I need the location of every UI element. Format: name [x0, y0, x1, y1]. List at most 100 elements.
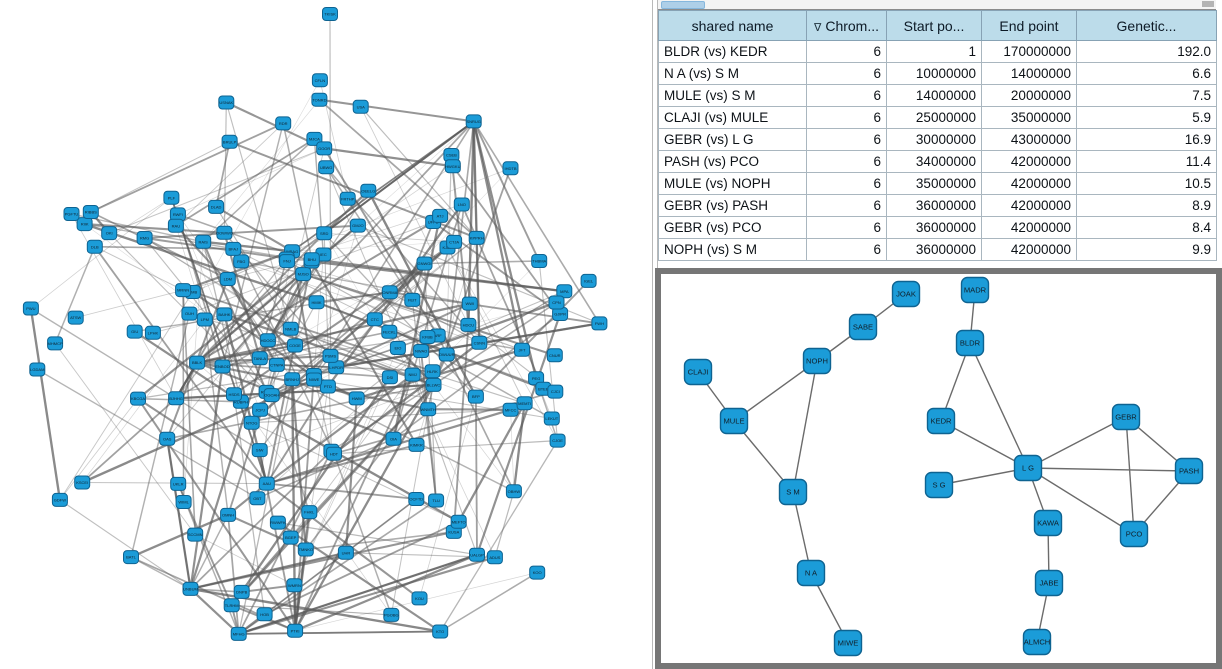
- network-node[interactable]: LPM: [196, 312, 213, 327]
- table-row[interactable]: MULE (vs) S M 6 14000000 20000000 7.5: [658, 84, 1217, 107]
- network-node[interactable]: MFHG: [230, 626, 247, 641]
- table-cell[interactable]: 11.4: [1076, 150, 1217, 173]
- network-node[interactable]: NIWE: [306, 372, 323, 387]
- table-cell[interactable]: PASH (vs) PCO: [658, 150, 807, 173]
- network-node-SM[interactable]: S M: [778, 478, 808, 506]
- network-node[interactable]: PGOBG: [383, 607, 400, 622]
- network-node[interactable]: TLRHM: [223, 598, 240, 613]
- network-node[interactable]: TLU: [428, 493, 445, 508]
- network-node[interactable]: HWGKU: [444, 159, 461, 174]
- network-node-MADR[interactable]: MADR: [960, 276, 990, 304]
- network-node[interactable]: ONRMA: [381, 285, 398, 300]
- network-node[interactable]: BLLWC: [425, 377, 442, 392]
- network-node[interactable]: KPPRH: [468, 230, 485, 245]
- network-node[interactable]: FNJ: [279, 254, 296, 269]
- network-node[interactable]: NWAO: [413, 344, 430, 358]
- network-node[interactable]: OEELG: [360, 183, 377, 198]
- network-node[interactable]: BBLK: [189, 355, 206, 370]
- network-node[interactable]: FWH: [591, 316, 608, 331]
- network-node[interactable]: HDCU: [460, 317, 477, 332]
- table-cell[interactable]: 6: [806, 238, 887, 261]
- network-node[interactable]: DLAD: [208, 199, 225, 214]
- network-node[interactable]: MFCC: [502, 402, 519, 417]
- network-node[interactable]: TONRD: [311, 92, 328, 107]
- network-node[interactable]: UBWG: [318, 160, 335, 175]
- network-node[interactable]: HWM: [348, 391, 365, 406]
- network-node[interactable]: CSNN: [471, 335, 488, 350]
- table-cell[interactable]: 30000000: [886, 128, 982, 151]
- table-cell[interactable]: 42000000: [981, 194, 1077, 217]
- network-edge-NOPH-MULE[interactable]: [733, 360, 818, 422]
- network-node[interactable]: PLF: [163, 190, 180, 205]
- column-header-start-po[interactable]: Start po...: [886, 10, 982, 41]
- network-node[interactable]: FHKL: [301, 505, 318, 520]
- network-edge-LG-PCO[interactable]: [1027, 467, 1135, 535]
- network-node[interactable]: AAU: [258, 476, 275, 491]
- network-node-PASH[interactable]: PASH: [1174, 457, 1204, 485]
- table-row[interactable]: PASH (vs) PCO 6 34000000 42000000 11.4: [658, 150, 1217, 173]
- network-node[interactable]: JCPJ: [252, 402, 269, 417]
- table-cell[interactable]: 6: [806, 150, 887, 173]
- table-cell[interactable]: NOPH (vs) S M: [658, 238, 807, 261]
- network-node[interactable]: HLRK: [424, 364, 441, 379]
- network-node[interactable]: SCCMN: [187, 527, 204, 542]
- table-cell[interactable]: 170000000: [981, 40, 1077, 63]
- table-row[interactable]: N A (vs) S M 6 10000000 14000000 6.6: [658, 62, 1217, 85]
- network-node[interactable]: MHMCP: [47, 336, 64, 351]
- network-node[interactable]: SNRUG: [465, 114, 482, 129]
- network-node[interactable]: KBCGA: [130, 391, 146, 406]
- network-node[interactable]: OCFTD: [408, 492, 425, 506]
- table-cell[interactable]: GEBR (vs) L G: [658, 128, 807, 151]
- table-cell[interactable]: 25000000: [886, 106, 982, 129]
- table-row[interactable]: GEBR (vs) PCO 6 36000000 42000000 8.4: [658, 216, 1217, 239]
- filtered-network-view[interactable]: JOAK SABE NOPH CLAJI MULE S M N A MIWE MADR BLDR K…: [655, 268, 1222, 669]
- network-node[interactable]: BFAJ: [225, 241, 242, 256]
- table-cell[interactable]: BLDR (vs) KEDR: [658, 40, 807, 63]
- network-node[interactable]: FEIT: [404, 292, 421, 307]
- table-row[interactable]: MULE (vs) NOPH 6 35000000 42000000 10.5: [658, 172, 1217, 195]
- table-cell[interactable]: N A (vs) S M: [658, 62, 807, 85]
- network-node[interactable]: GDFW: [51, 492, 68, 507]
- network-node[interactable]: HDOCC: [259, 333, 276, 348]
- table-cell[interactable]: 1: [886, 40, 982, 63]
- network-node[interactable]: OBT: [249, 491, 266, 506]
- network-node[interactable]: PGFTU: [63, 207, 80, 221]
- network-node[interactable]: PSMS: [322, 348, 339, 363]
- network-node[interactable]: LEKUT: [543, 411, 560, 426]
- network-node[interactable]: OGOAH: [263, 388, 280, 403]
- main-network-canvas[interactable]: TKISKRIIKSMBATSWBLLWCIGELKUSAPWUDSINREUK…: [0, 0, 652, 669]
- network-node[interactable]: RIBBS: [82, 205, 99, 219]
- network-node[interactable]: RAU: [167, 218, 184, 233]
- network-edge-SG-LG[interactable]: [938, 467, 1029, 486]
- network-node[interactable]: OUH: [181, 306, 198, 321]
- column-header-chrom[interactable]: ∇ Chrom...: [806, 10, 887, 41]
- network-node[interactable]: THBMA: [531, 254, 548, 268]
- network-node[interactable]: CJCI: [547, 384, 564, 399]
- network-node[interactable]: WNMTH: [420, 402, 437, 417]
- network-node[interactable]: RDR: [275, 116, 292, 131]
- table-row[interactable]: GEBR (vs) PASH 6 36000000 42000000 8.9: [658, 194, 1217, 217]
- table-cell[interactable]: 7.5: [1076, 84, 1217, 107]
- table-cell[interactable]: MULE (vs) S M: [658, 84, 807, 107]
- column-header-shared-name[interactable]: shared name: [658, 10, 807, 41]
- table-cell[interactable]: 36000000: [886, 194, 982, 217]
- network-node-NOPH[interactable]: NOPH: [802, 347, 832, 375]
- network-node[interactable]: UALGP: [469, 547, 485, 562]
- network-node[interactable]: KOU: [411, 591, 428, 606]
- table-cell[interactable]: 5.9: [1076, 106, 1217, 129]
- network-node[interactable]: ATJ: [432, 208, 449, 223]
- network-node[interactable]: LGDAM: [29, 362, 46, 377]
- table-cell[interactable]: GEBR (vs) PASH: [658, 194, 807, 217]
- main-network-view[interactable]: TKISKRIIKSMBATSWBLLWCIGELKUSAPWUDSINREUK…: [0, 0, 652, 669]
- network-edge-LG-PASH[interactable]: [1027, 467, 1190, 472]
- network-node[interactable]: DSI: [381, 370, 398, 385]
- network-node[interactable]: ADUS: [486, 550, 503, 565]
- network-node-PCO[interactable]: PCO: [1119, 520, 1149, 548]
- network-node[interactable]: RMG: [136, 231, 153, 245]
- network-node[interactable]: BHU: [303, 252, 320, 267]
- table-cell[interactable]: 10.5: [1076, 172, 1217, 195]
- network-node[interactable]: BGEP: [282, 530, 299, 545]
- network-node[interactable]: UKLR: [170, 476, 187, 491]
- table-cell[interactable]: 8.4: [1076, 216, 1217, 239]
- table-row[interactable]: GEBR (vs) L G 6 30000000 43000000 16.9: [658, 128, 1217, 151]
